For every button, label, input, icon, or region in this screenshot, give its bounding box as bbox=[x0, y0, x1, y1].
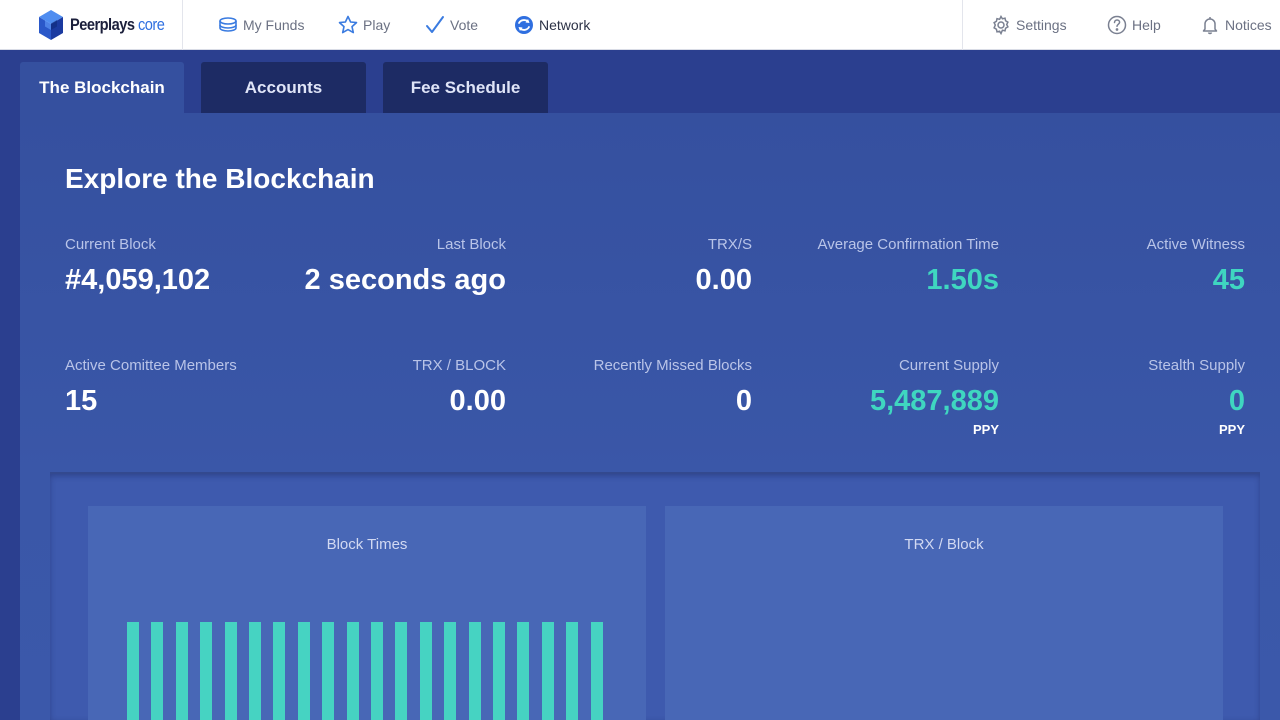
peerplays-cube-logo-icon bbox=[39, 10, 63, 40]
nav-notices-label: Notices bbox=[1225, 17, 1272, 33]
block-time-bar bbox=[127, 622, 139, 720]
nav-my-funds-label: My Funds bbox=[243, 17, 305, 33]
block-time-bar bbox=[249, 622, 261, 720]
block-time-bar bbox=[273, 622, 286, 720]
trx-per-block-label: TRX / BLOCK bbox=[412, 357, 506, 374]
nav-help[interactable]: Help bbox=[1107, 0, 1161, 50]
block-time-bar bbox=[322, 622, 335, 720]
trx-per-block-chart: TRX / Block bbox=[665, 506, 1223, 720]
block-time-bar bbox=[517, 622, 530, 720]
trx-per-block-value: 0.00 bbox=[449, 385, 506, 417]
last-block-value: 2 seconds ago bbox=[304, 264, 506, 296]
brand-logo[interactable]: Peerplays core bbox=[0, 0, 183, 50]
block-time-bar bbox=[200, 622, 213, 720]
active-witness-label: Active Witness bbox=[1146, 236, 1245, 253]
missed-blocks-label: Recently Missed Blocks bbox=[593, 357, 752, 374]
nav-settings[interactable]: Settings bbox=[991, 0, 1067, 50]
active-committee-value: 15 bbox=[65, 385, 98, 417]
nav-vote-label: Vote bbox=[450, 17, 479, 33]
last-block-label: Last Block bbox=[436, 236, 506, 253]
active-witness-value: 45 bbox=[1212, 264, 1245, 296]
block-time-bar bbox=[395, 622, 408, 720]
current-block-label: Current Block bbox=[65, 236, 156, 253]
tab-the-blockchain[interactable]: The Blockchain bbox=[20, 62, 184, 113]
stealth-supply-unit: PPY bbox=[1218, 422, 1245, 437]
nav-divider bbox=[962, 0, 963, 50]
block-time-bar bbox=[493, 622, 505, 720]
stealth-supply-value: 0 bbox=[1228, 385, 1245, 417]
block-time-bar bbox=[590, 622, 603, 720]
block-time-bar bbox=[419, 622, 432, 720]
nav-help-label: Help bbox=[1132, 17, 1161, 33]
trx-per-second-label: TRX/S bbox=[707, 236, 752, 253]
bell-icon bbox=[1202, 17, 1218, 35]
missed-blocks-value: 0 bbox=[735, 385, 752, 417]
block-time-bar bbox=[371, 622, 383, 720]
nav-network[interactable]: Network bbox=[514, 0, 590, 50]
block-time-bar bbox=[566, 622, 579, 720]
nav-vote[interactable]: Vote bbox=[425, 0, 478, 50]
trx-per-second-value: 0.00 bbox=[695, 264, 752, 296]
nav-network-label: Network bbox=[539, 17, 591, 33]
current-supply-label: Current Supply bbox=[898, 357, 999, 374]
block-time-bar bbox=[541, 622, 554, 720]
tab-fee-schedule[interactable]: Fee Schedule bbox=[383, 62, 548, 113]
star-icon bbox=[338, 15, 358, 34]
block-time-bar bbox=[224, 622, 237, 720]
brand-name: Peerplays core bbox=[70, 15, 165, 34]
nav-my-funds[interactable]: My Funds bbox=[218, 0, 304, 50]
question-icon bbox=[1107, 15, 1127, 35]
nav-notices[interactable]: Notices bbox=[1200, 0, 1272, 50]
nav-settings-label: Settings bbox=[1016, 17, 1067, 33]
block-time-bar bbox=[175, 622, 188, 720]
block-time-bar bbox=[468, 622, 481, 720]
trx-per-block-chart-title: TRX / Block bbox=[904, 536, 984, 553]
coins-icon bbox=[219, 17, 237, 32]
avg-confirmation-value: 1.50s bbox=[926, 264, 999, 296]
network-icon bbox=[515, 16, 533, 34]
current-block-value: #4,059,102 bbox=[65, 264, 211, 296]
block-times-chart: Block Times bbox=[88, 506, 646, 720]
top-navigation-bar: Peerplays core My Funds Play Vote Networ… bbox=[0, 0, 1280, 50]
block-time-bar bbox=[297, 622, 310, 720]
stealth-supply-label: Stealth Supply bbox=[1148, 357, 1245, 374]
avg-confirmation-label: Average Confirmation Time bbox=[817, 236, 999, 253]
block-time-bar bbox=[151, 622, 164, 720]
block-time-bar bbox=[346, 622, 359, 720]
active-committee-label: Active Comittee Members bbox=[65, 357, 237, 374]
checkmark-icon bbox=[426, 16, 444, 33]
block-time-bar bbox=[444, 622, 457, 720]
nav-play[interactable]: Play bbox=[338, 0, 390, 50]
gear-icon bbox=[993, 15, 1009, 35]
block-times-chart-title: Block Times bbox=[326, 536, 408, 553]
current-supply-value: 5,487,889 bbox=[869, 385, 999, 417]
current-supply-unit: PPY bbox=[972, 422, 999, 437]
page-title: Explore the Blockchain bbox=[65, 163, 375, 194]
nav-play-label: Play bbox=[363, 17, 391, 33]
tab-accounts[interactable]: Accounts bbox=[201, 62, 366, 113]
